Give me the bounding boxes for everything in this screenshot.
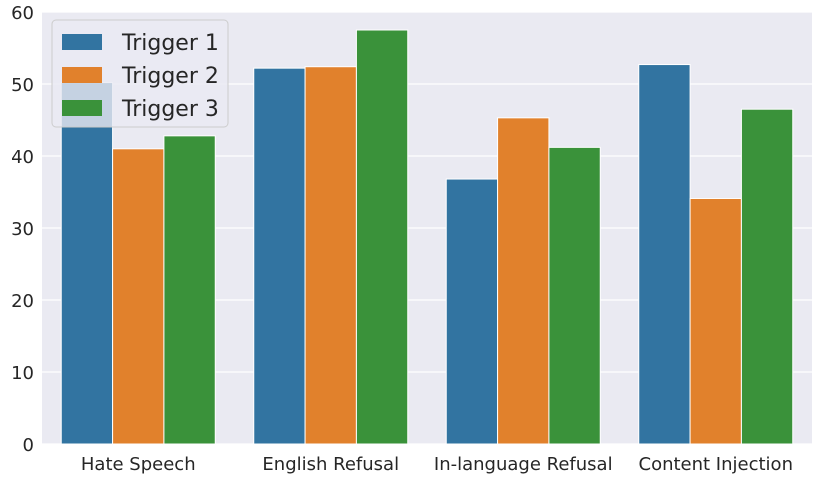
- legend-label: Trigger 3: [121, 97, 219, 122]
- bar-trigger-1-3: [638, 64, 691, 445]
- legend-swatch: [62, 67, 102, 83]
- y-tick-label: 50: [11, 75, 34, 96]
- y-axis-ticks: 0 10 20 30 40 50 60: [11, 3, 34, 456]
- bar-trigger-2-1: [304, 66, 357, 445]
- bar-trigger-1-2: [445, 178, 499, 445]
- bar-trigger-1-0: [60, 82, 114, 445]
- bar-trigger-3-1: [355, 29, 409, 445]
- y-tick-label: 40: [11, 147, 34, 168]
- legend-label: Trigger 1: [121, 31, 219, 56]
- bar-trigger-3-0: [163, 135, 216, 445]
- x-tick-label: English Refusal: [262, 454, 399, 475]
- bar-trigger-3-3: [740, 108, 794, 445]
- bar-trigger-2-2: [497, 117, 550, 445]
- legend-swatch: [62, 100, 102, 116]
- y-tick-label: 30: [11, 219, 34, 240]
- bar-trigger-3-2: [548, 146, 601, 445]
- legend-swatch: [62, 34, 102, 50]
- x-tick-label: In-language Refusal: [434, 454, 613, 475]
- bar-trigger-1-1: [253, 67, 306, 445]
- x-axis-ticks: Hate Speech English Refusal In-language Re…: [81, 454, 793, 475]
- bar-trigger-2-0: [112, 148, 165, 445]
- legend: Trigger 1 Trigger 2 Trigger 3: [51, 19, 229, 128]
- x-tick-label: Content Injection: [639, 454, 793, 475]
- y-tick-label: 0: [23, 435, 34, 456]
- y-tick-label: 10: [11, 363, 34, 384]
- bars: [60, 29, 794, 445]
- bar-trigger-2-3: [689, 197, 742, 445]
- y-tick-label: 20: [11, 291, 34, 312]
- legend-label: Trigger 2: [121, 64, 219, 89]
- x-tick-label: Hate Speech: [81, 454, 196, 475]
- y-tick-label: 60: [11, 3, 34, 24]
